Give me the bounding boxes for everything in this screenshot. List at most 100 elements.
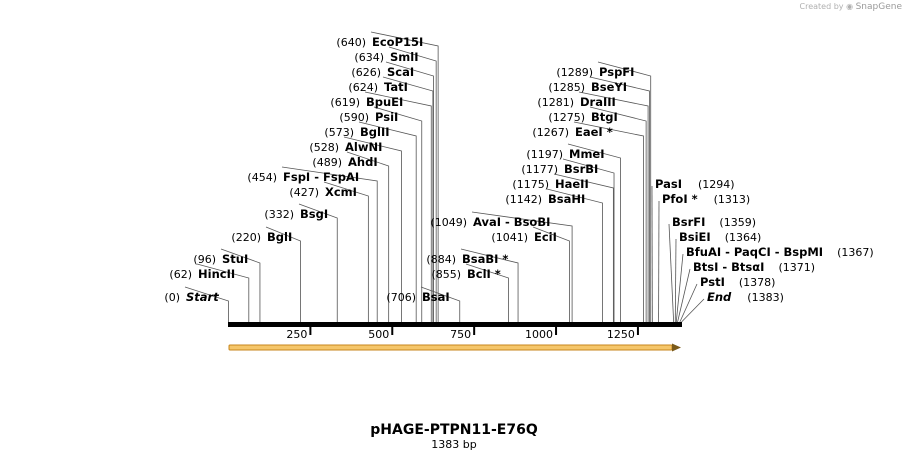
- site-leader: [184, 286, 229, 322]
- site-name: BpuEI: [366, 95, 403, 109]
- site-name: EciI: [534, 230, 557, 244]
- axis-tick-label: 250: [286, 328, 307, 341]
- site-leader: [589, 106, 647, 322]
- site-position: (624): [348, 81, 378, 94]
- site-position: (1383): [747, 291, 784, 304]
- site-name: PspFI: [599, 65, 634, 79]
- site-name: HincII: [198, 267, 235, 281]
- site-leader: [373, 106, 423, 322]
- site-leader: [675, 253, 684, 323]
- site-pspfi: PspFI (1289): [556, 65, 634, 79]
- site-position: (626): [351, 66, 381, 79]
- site-position: (619): [330, 96, 360, 109]
- site-name: FspI - FspAI: [283, 170, 359, 184]
- site-scai: ScaI (626): [351, 65, 414, 79]
- site-bcli: BclI * (855): [431, 267, 500, 281]
- axis-tick-label: 750: [450, 328, 471, 341]
- site-tati: TatI (624): [348, 80, 408, 94]
- site-position: (1289): [556, 66, 593, 79]
- site-haeii: HaeII (1175): [512, 177, 588, 191]
- site-position: (96): [193, 253, 216, 266]
- site-eaei: EaeI * (1267): [532, 125, 612, 139]
- site-name: BglII: [360, 125, 390, 139]
- site-leader: [343, 136, 402, 322]
- site-leader: [597, 61, 652, 322]
- plasmid-length: 1383 bp: [431, 438, 476, 451]
- site-leader: [546, 188, 603, 322]
- site-position: (706): [386, 291, 416, 304]
- site-name: BsaHI: [548, 192, 585, 206]
- site-name: BsiEI: [679, 230, 711, 244]
- site-name: BtgI: [591, 110, 618, 124]
- site-position: (454): [247, 171, 277, 184]
- site-leader: [346, 151, 390, 322]
- site-btgi: BtgI (1275): [548, 110, 617, 124]
- site-name: TatI: [384, 80, 408, 94]
- site-mmei: MmeI (1197): [526, 147, 604, 161]
- site-name: BtsI - BtsαI: [693, 260, 764, 274]
- site-position: (634): [354, 51, 384, 64]
- site-bpuei: BpuEI (619): [330, 95, 403, 109]
- site-name: PfoI *: [662, 192, 698, 206]
- site-bgli: BglI (220): [231, 230, 292, 244]
- site-fspi-fspai: FspI - FspAI (454): [247, 170, 359, 184]
- feature-arrow: [228, 343, 681, 352]
- site-name: SmlI: [390, 50, 419, 64]
- credit-brand: SnapGene: [855, 2, 902, 12]
- site-leader: [385, 61, 434, 322]
- site-position: (884): [426, 253, 456, 266]
- site-bsrbi: BsrBI (1177): [521, 162, 598, 176]
- site-pasi: PasI (1294): [655, 177, 735, 191]
- site-avai-bsobi: AvaI - BsoBI (1049): [430, 215, 550, 229]
- site-name: AhdI: [348, 155, 378, 169]
- site-leader: [465, 263, 509, 322]
- site-leader: [265, 226, 301, 322]
- site-name: AvaI - BsoBI: [473, 215, 550, 229]
- site-leader: [460, 248, 519, 322]
- site-name: HaeII: [555, 177, 589, 191]
- site-name: BfuAI - PaqCI - BspMI: [686, 245, 823, 259]
- site-leader: [298, 203, 338, 322]
- snapgene-credit: Created by ◉ SnapGene: [800, 2, 903, 12]
- site-leader: [281, 166, 378, 322]
- site-name: BsgI: [300, 207, 328, 221]
- site-pfoi: PfoI * (1313): [662, 192, 750, 206]
- site-position: (1285): [548, 81, 585, 94]
- site-name: MmeI: [569, 147, 605, 161]
- site-bsai: BsaI (706): [386, 290, 449, 304]
- site-bsiei: BsiEI (1364): [679, 230, 761, 244]
- site-position: (332): [264, 208, 294, 221]
- site-name: PsiI: [375, 110, 398, 124]
- site-name: StuI: [222, 252, 248, 266]
- snapgene-logo-icon: ◉: [846, 2, 854, 11]
- axis-tick-label: 1000: [525, 328, 553, 341]
- site-position: (427): [289, 186, 319, 199]
- site-position: (1197): [526, 148, 563, 161]
- site-leader: [196, 263, 250, 322]
- site-position: (1364): [725, 231, 762, 244]
- axis-tick-label: 500: [368, 328, 389, 341]
- site-ecop15i: EcoP15I (640): [336, 35, 423, 49]
- site-leader: [220, 248, 261, 322]
- site-position: (0): [164, 291, 180, 304]
- sequence-backbone: [228, 322, 682, 327]
- site-position: (590): [339, 111, 369, 124]
- axis-tick-label: 1250: [607, 328, 635, 341]
- site-position: (1142): [505, 193, 542, 206]
- site-smli: SmlI (634): [354, 50, 418, 64]
- site-name: EaeI *: [575, 125, 613, 139]
- site-position: (1281): [537, 96, 574, 109]
- site-name: BsrBI: [564, 162, 598, 176]
- leader-lines: [184, 31, 705, 323]
- credit-prefix: Created by: [799, 2, 844, 11]
- site-leader: [358, 121, 417, 322]
- site-leader: [382, 76, 434, 322]
- site-position: (220): [231, 231, 261, 244]
- site-draiii: DraIII (1281): [537, 95, 615, 109]
- site-labels: Start (0) HincII (62) StuI (96) BglI (220) BsgI (…: [164, 35, 873, 304]
- site-leader: [370, 31, 439, 322]
- site-position: (1177): [521, 163, 558, 176]
- site-leader: [471, 211, 573, 322]
- site-leader: [388, 46, 437, 322]
